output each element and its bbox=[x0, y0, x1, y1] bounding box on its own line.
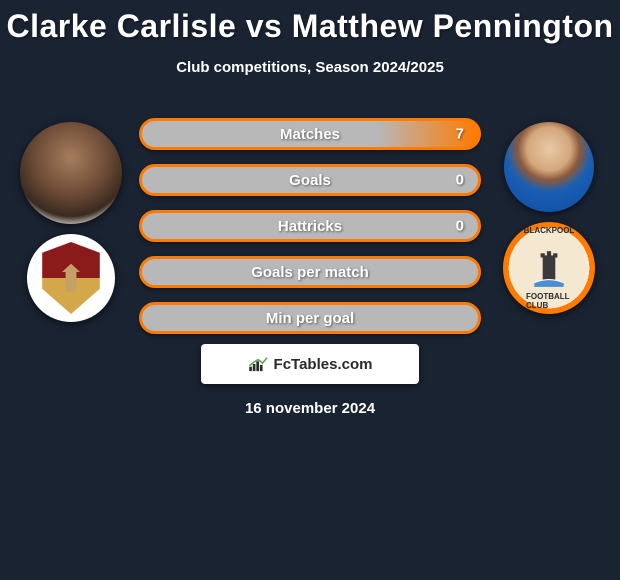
stat-label: Goals per match bbox=[251, 264, 369, 281]
stat-bar: Goals 0 bbox=[139, 164, 481, 196]
stat-value-right: 7 bbox=[456, 126, 464, 143]
stat-bar: Min per goal bbox=[139, 302, 481, 334]
stat-label: Goals bbox=[289, 172, 331, 189]
stat-label: Min per goal bbox=[266, 310, 354, 327]
subtitle: Club competitions, Season 2024/2025 bbox=[0, 59, 620, 76]
source-brand: FcTables.com bbox=[274, 356, 373, 373]
player-left-avatar bbox=[20, 122, 122, 224]
player-right-avatar bbox=[504, 122, 594, 212]
stat-bar: Matches 7 bbox=[139, 118, 481, 150]
footer-date: 16 november 2024 bbox=[0, 400, 620, 417]
source-badge: FcTables.com bbox=[201, 344, 419, 384]
right-player-column: BLACKPOOL FOOTBALL CLUB bbox=[489, 118, 609, 314]
stat-label: Matches bbox=[280, 126, 340, 143]
stat-value-right: 0 bbox=[456, 218, 464, 235]
stat-bar: Goals per match bbox=[139, 256, 481, 288]
player-left-club-badge bbox=[27, 234, 115, 322]
club-right-name-bottom: FOOTBALL CLUB bbox=[526, 292, 572, 310]
stat-label: Hattricks bbox=[278, 218, 342, 235]
content-row: Matches 7 Goals 0 Hattricks 0 Goals per match M… bbox=[0, 118, 620, 334]
page-title: Clarke Carlisle vs Matthew Pennington bbox=[0, 8, 620, 45]
comparison-card: Clarke Carlisle vs Matthew Pennington Cl… bbox=[0, 0, 620, 417]
chart-icon bbox=[248, 356, 270, 372]
stat-value-right: 0 bbox=[456, 172, 464, 189]
player-right-club-badge: BLACKPOOL FOOTBALL CLUB bbox=[503, 222, 595, 314]
left-player-column bbox=[11, 118, 131, 322]
club-right-name-top: BLACKPOOL bbox=[524, 226, 575, 235]
stat-bar: Hattricks 0 bbox=[139, 210, 481, 242]
stats-column: Matches 7 Goals 0 Hattricks 0 Goals per match M… bbox=[139, 118, 481, 334]
